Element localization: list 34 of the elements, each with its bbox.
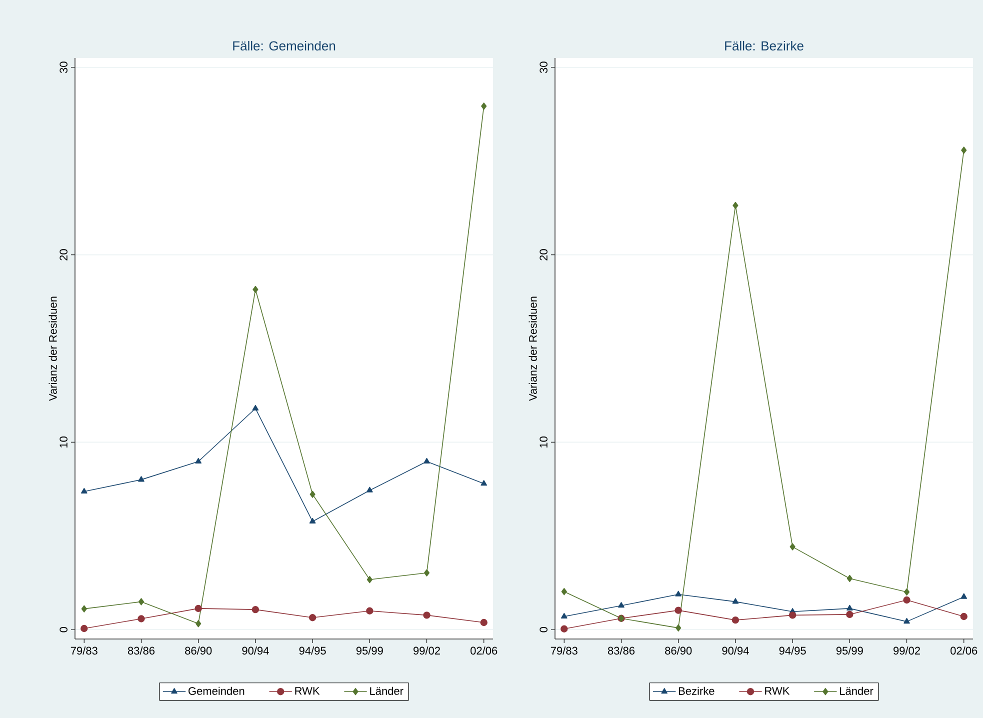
x-tick-label: 86/90 — [185, 646, 212, 655]
x-tick-label: 83/86 — [128, 646, 155, 655]
x-tick-label: 86/90 — [665, 646, 692, 655]
x-tick-label: 90/94 — [722, 646, 749, 655]
x-tick-label: 99/02 — [894, 646, 920, 655]
x-tick-label: 95/99 — [356, 646, 383, 655]
y-tick-label: 0 — [60, 627, 68, 632]
chart-title: Fälle: Gemeinden — [233, 40, 336, 50]
y-tick-label: 20 — [60, 249, 68, 260]
legend-label: RWK — [295, 687, 320, 695]
y-tick-label: 20 — [540, 249, 548, 260]
legend-label: Bezirke — [678, 686, 714, 695]
x-tick-label: 99/02 — [414, 646, 440, 655]
y-tick-label: 30 — [540, 62, 548, 74]
x-tick-label: 79/83 — [550, 646, 578, 655]
y-axis-title: Varianz der Residuen — [48, 296, 57, 401]
x-tick-label: 02/06 — [470, 646, 498, 655]
y-axis-title: Varianz der Residuen — [528, 296, 537, 401]
x-tick-label: 95/99 — [836, 646, 863, 655]
y-tick-label: 10 — [60, 436, 68, 448]
y-tick-label: 10 — [540, 436, 548, 448]
y-tick-label: 0 — [540, 627, 548, 632]
x-tick-label: 90/94 — [242, 646, 269, 655]
legend-label: Länder — [370, 686, 404, 695]
chart-title: Fälle: Bezirke — [725, 40, 804, 50]
x-tick-label: 02/06 — [950, 646, 978, 655]
x-tick-label: 94/95 — [299, 646, 326, 655]
x-tick-label: 79/83 — [70, 646, 98, 655]
legend-label: Länder — [840, 686, 874, 695]
x-tick-label: 94/95 — [779, 646, 806, 655]
y-tick-label: 30 — [60, 62, 68, 74]
legend-label: RWK — [765, 687, 790, 695]
x-tick-label: 83/86 — [608, 646, 635, 655]
legend-label: Gemeinden — [188, 686, 244, 695]
